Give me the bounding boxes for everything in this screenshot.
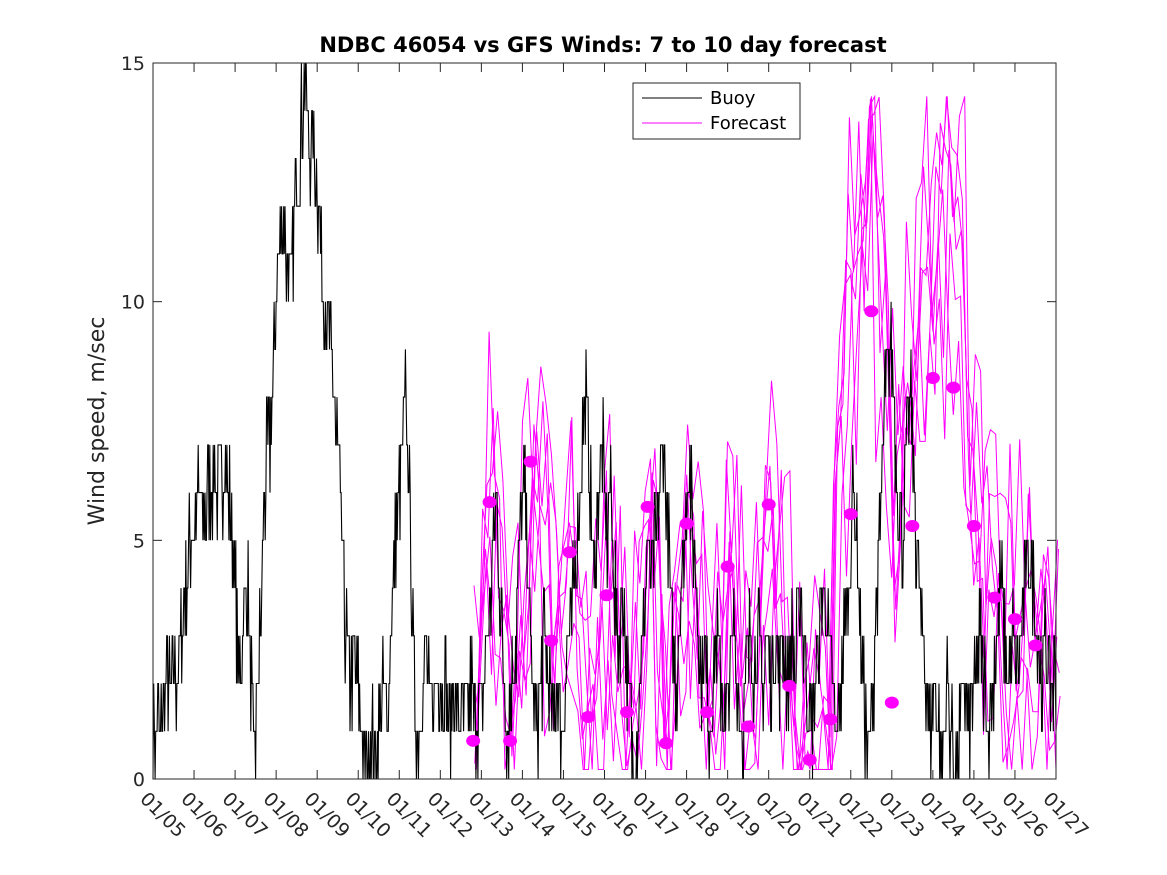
legend-label-forecast: Forecast [710, 113, 786, 134]
forecast-point [987, 591, 1002, 604]
forecast-point [700, 706, 715, 719]
forecast-point [884, 696, 899, 709]
forecast-member-line [474, 96, 1059, 770]
buoy-line [152, 62, 1057, 780]
forecast-point [1028, 639, 1043, 652]
y-tick-label: 5 [133, 530, 145, 552]
forecast-point [925, 372, 940, 385]
forecast-point [679, 517, 694, 530]
forecast-point [523, 455, 538, 468]
forecast-point [966, 520, 981, 533]
forecast-point [659, 737, 674, 750]
forecast-point [823, 713, 838, 726]
forecast-point [864, 305, 879, 318]
forecast-point [640, 500, 655, 513]
forecast-point [946, 381, 961, 394]
forecast-markers [466, 305, 1043, 766]
forecast-member-line [475, 96, 1060, 770]
y-tick-label: 0 [133, 769, 145, 791]
forecast-point [581, 710, 596, 723]
y-tick-label: 15 [121, 53, 145, 75]
forecast-point [741, 720, 756, 733]
forecast-point [782, 679, 797, 692]
forecast-member-line [476, 94, 1061, 770]
forecast-point [905, 520, 920, 533]
forecast-point [544, 634, 559, 647]
forecast-point [720, 560, 735, 573]
chart-title: NDBC 46054 vs GFS Winds: 7 to 10 day for… [319, 33, 886, 57]
legend: Buoy Forecast [632, 82, 801, 140]
forecast-point [482, 496, 497, 509]
forecast-point [620, 706, 635, 719]
legend-label-buoy: Buoy [710, 88, 756, 109]
buoy-series [152, 62, 1057, 780]
forecast-point [843, 508, 858, 521]
forecast-point [562, 546, 577, 559]
plot-area [152, 62, 1061, 780]
forecast-point [802, 753, 817, 766]
y-axis: 0 5 10 15 [121, 53, 1056, 791]
forecast-point [1007, 613, 1022, 626]
forecast-member-line [473, 96, 1058, 770]
y-tick-label: 10 [121, 292, 145, 314]
forecast-point [599, 589, 614, 602]
forecast-series [472, 94, 1061, 770]
legend-box [632, 82, 801, 140]
y-axis-label: Wind speed, m/sec [85, 317, 110, 526]
forecast-point [503, 734, 518, 747]
forecast-point [466, 734, 481, 747]
forecast-point [761, 498, 776, 511]
